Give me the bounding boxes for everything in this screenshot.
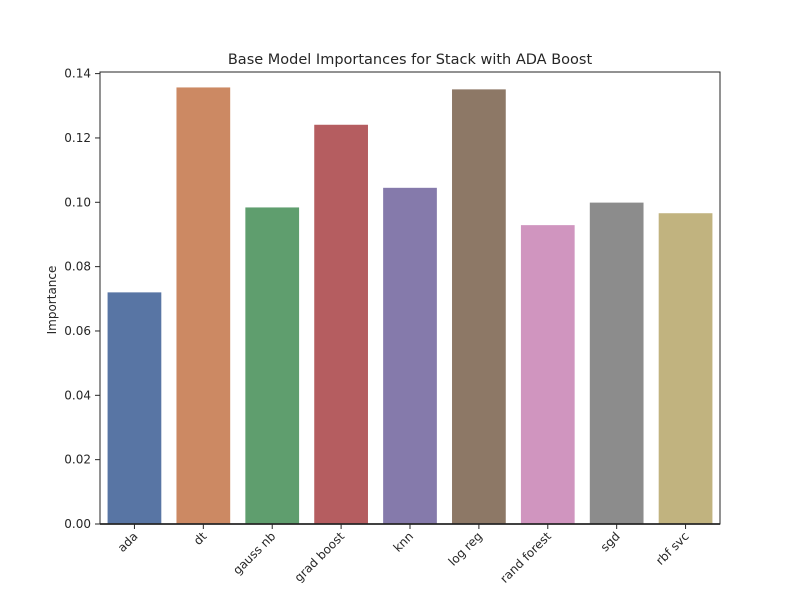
- x-tick-label: dt: [191, 529, 210, 548]
- y-tick-label: 0.00: [64, 517, 91, 531]
- bar-grad-boost: [314, 124, 368, 525]
- bar-rand-forest: [520, 225, 575, 524]
- bar-dt: [176, 87, 231, 525]
- y-tick-label: 0.12: [64, 131, 91, 145]
- y-tick-label: 0.10: [64, 195, 91, 209]
- x-tick-label: ada: [115, 529, 141, 555]
- x-tick-label: grad boost: [292, 529, 348, 585]
- bar-gauss-nb: [245, 207, 300, 524]
- x-tick-label: gauss nb: [230, 529, 278, 577]
- y-tick-label: 0.02: [64, 453, 91, 467]
- y-axis-ticks: 0.00 0.02 0.04 0.06 0.08 0.10 0.12 0.14: [64, 67, 100, 531]
- bar-ada: [107, 292, 162, 524]
- bars-group: [107, 87, 713, 525]
- y-tick-label: 0.14: [64, 67, 91, 81]
- bar-knn: [383, 187, 437, 524]
- chart-title: Base Model Importances for Stack with AD…: [228, 52, 593, 68]
- y-tick-label: 0.06: [64, 324, 91, 338]
- x-tick-label: knn: [391, 529, 417, 555]
- x-tick-label: rand forest: [497, 529, 554, 586]
- x-axis-ticks: ada dt gauss nb grad boost knn log reg rand fo…: [115, 524, 692, 586]
- bar-rbf-svc: [658, 213, 713, 524]
- y-tick-label: 0.04: [64, 388, 91, 402]
- bar-log-reg: [452, 89, 506, 524]
- y-axis-title: Importance: [45, 266, 59, 335]
- x-tick-label: sgd: [598, 529, 623, 554]
- x-tick-label: rbf svc: [653, 529, 692, 568]
- x-tick-label: log reg: [446, 529, 485, 568]
- y-tick-label: 0.08: [64, 260, 91, 274]
- bar-sgd: [589, 202, 644, 524]
